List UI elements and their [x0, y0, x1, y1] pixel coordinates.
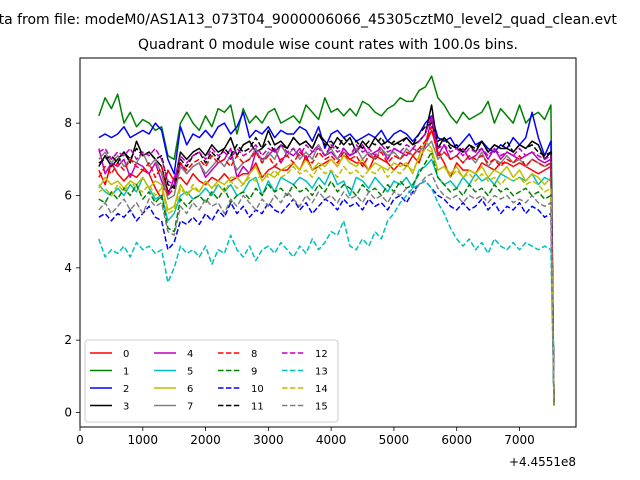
y-tick-label: 0: [64, 406, 72, 420]
x-tick-label: 4000: [316, 433, 347, 447]
x-tick-label: 3000: [253, 433, 284, 447]
plot-frame: [79, 57, 577, 428]
x-tick-label: 6000: [441, 433, 472, 447]
legend-label-7: 7: [187, 402, 193, 413]
y-tick-label: 6: [64, 188, 72, 202]
legend-label-15: 15: [315, 402, 328, 413]
series-line-8: [98, 125, 555, 406]
legend-label-9: 9: [251, 367, 257, 378]
legend-label-0: 0: [123, 349, 129, 360]
legend-label-4: 4: [187, 349, 193, 360]
legend-label-1: 1: [123, 367, 129, 378]
series-line-15: [98, 173, 555, 406]
x-tick-label: 1000: [128, 433, 159, 447]
legend-box: [84, 339, 339, 423]
legend-label-13: 13: [315, 367, 328, 378]
legend-label-2: 2: [123, 384, 129, 395]
x-tick-label: 0: [76, 433, 84, 447]
legend-label-3: 3: [123, 402, 129, 413]
series-line-14: [98, 147, 555, 406]
chart-title: Quadrant 0 module wise count rates with …: [138, 37, 518, 53]
y-axis: 0 2 4 6 8: [64, 116, 80, 420]
legend-label-5: 5: [187, 367, 193, 378]
legend-label-12: 12: [315, 349, 328, 360]
series-line-13: [98, 180, 555, 406]
figure-suptitle: ata from file: modeM0/AS1A13_073T04_9000…: [0, 12, 617, 28]
legend-label-6: 6: [187, 384, 193, 395]
series-line-5: [98, 158, 555, 406]
x-tick-label: 5000: [379, 433, 410, 447]
series-line-7: [98, 140, 555, 406]
y-tick-label: 4: [64, 261, 72, 275]
x-axis: 0 1000 2000 3000 4000 5000 6000 7000: [76, 427, 535, 447]
legend-label-11: 11: [251, 402, 264, 413]
series-line-9: [98, 151, 555, 406]
x-tick-label: 2000: [190, 433, 221, 447]
y-tick-label: 8: [64, 116, 72, 130]
x-tick-label: 7000: [504, 433, 535, 447]
legend-label-14: 14: [315, 384, 328, 395]
legend-label-8: 8: [251, 349, 257, 360]
series-line-10: [98, 180, 555, 406]
legend-label-10: 10: [251, 384, 264, 395]
series-layer: [98, 75, 555, 406]
series-line-1: [98, 75, 555, 406]
x-axis-offset-label: +4.4551e8: [509, 455, 576, 469]
series-line-6: [98, 140, 555, 406]
y-tick-label: 2: [64, 333, 72, 347]
series-line-12: [98, 115, 555, 406]
series-line-3: [98, 104, 555, 406]
